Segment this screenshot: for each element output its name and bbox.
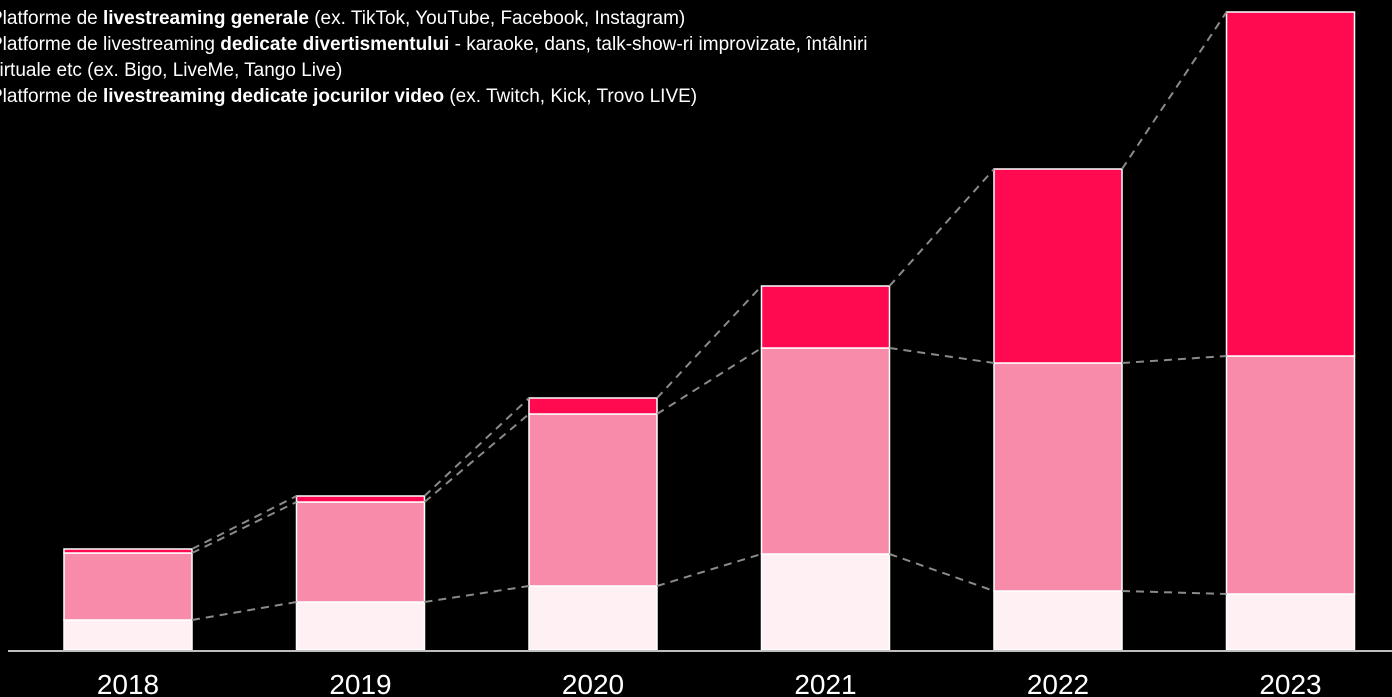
connector-2022-2023-level-3 — [1121, 11, 1228, 170]
connector-2019-2020-level-1 — [424, 585, 530, 603]
legend-item-entertainment: Platforme de livestreaming dedicate dive… — [0, 34, 868, 55]
legend-item-gaming: Platforme de livestreaming dedicate jocu… — [0, 86, 698, 107]
connector-2020-2021-level-1 — [656, 553, 762, 587]
bar-2019-series-2 — [295, 501, 426, 603]
x-tick-label-2018: 2018 — [97, 669, 159, 697]
bar-2022-series-1 — [993, 590, 1123, 651]
connector-2022-2023-level-2 — [1121, 355, 1227, 364]
connector-2021-2022-level-3 — [888, 168, 995, 287]
x-tick-label-2021: 2021 — [794, 669, 856, 697]
bar-2018-series-2 — [63, 552, 193, 621]
bar-2020-series-3 — [528, 397, 658, 415]
x-tick-label-2022: 2022 — [1027, 669, 1089, 697]
bar-2021-series-3 — [760, 285, 891, 349]
bar-2019-series-1 — [295, 601, 426, 651]
bar-2018-series-3 — [63, 548, 193, 554]
legend-item-general: Platforme de livestreaming generale (ex.… — [0, 8, 686, 29]
connector-2021-2022-level-2 — [889, 347, 995, 364]
connector-2019-2020-level-2 — [423, 413, 530, 503]
bar-2023-series-3 — [1225, 11, 1356, 357]
connector-2019-2020-level-3 — [423, 397, 530, 497]
connector-2020-2021-level-3 — [656, 285, 763, 399]
legend-item-entertainment-line2: virtuale etc (ex. Bigo, LiveMe, Tango Li… — [0, 60, 343, 81]
x-tick-label-2019: 2019 — [329, 669, 391, 697]
bar-2022-series-3 — [993, 168, 1123, 364]
bar-2020-series-2 — [528, 413, 658, 587]
connector-2018-2019-level-3 — [191, 495, 297, 550]
legend: Platforme de livestreaming generale (ex.… — [0, 6, 868, 110]
bar-2021-series-2 — [760, 347, 891, 555]
bar-2019-series-3 — [295, 495, 426, 503]
bar-2021-series-1 — [760, 553, 891, 651]
bar-2023-series-2 — [1225, 355, 1356, 595]
connector-2022-2023-level-1 — [1121, 590, 1227, 595]
x-tick-label-2020: 2020 — [562, 669, 624, 697]
bar-2022-series-2 — [993, 362, 1123, 592]
connector-2020-2021-level-2 — [656, 347, 763, 415]
bar-2018-series-1 — [63, 619, 193, 651]
bar-2023-series-1 — [1225, 593, 1356, 651]
bar-2020-series-1 — [528, 585, 658, 651]
connector-2018-2019-level-1 — [191, 601, 297, 621]
connector-2021-2022-level-1 — [889, 553, 995, 592]
connector-2018-2019-level-2 — [191, 501, 297, 554]
x-tick-label-2023: 2023 — [1259, 669, 1321, 697]
